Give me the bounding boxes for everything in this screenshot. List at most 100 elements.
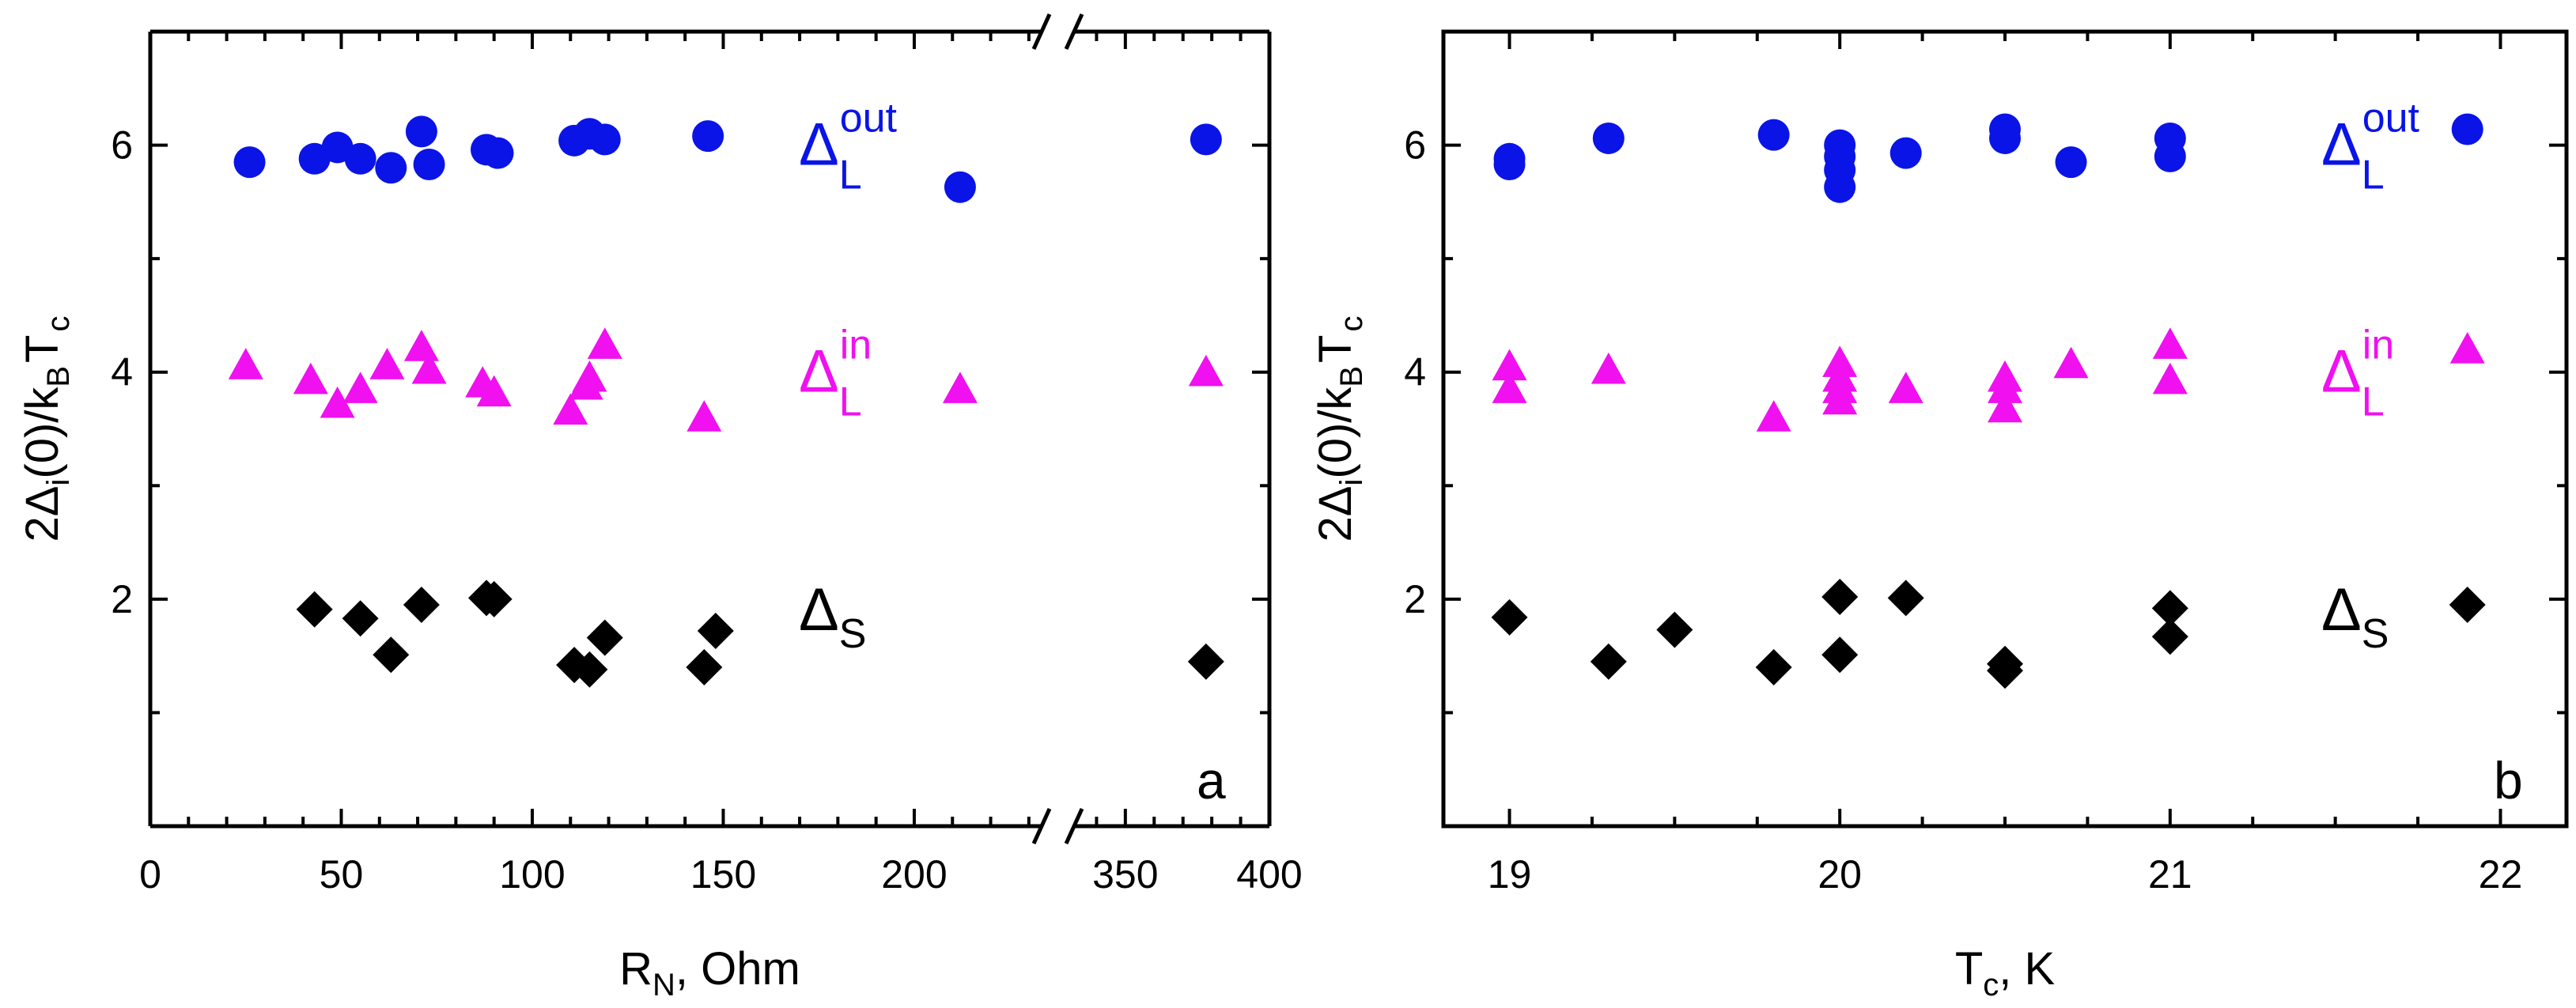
y-label-sub: i [41,479,76,486]
data-point-diamond [342,600,379,637]
data-point-triangle [1492,349,1527,381]
data-point-triangle [942,372,978,403]
data-point-circle [1889,137,1922,169]
legend-sub: L [2362,379,2385,425]
x-tick-label: 19 [1488,852,1532,897]
y-label-sub: B [41,366,76,387]
y-label-sub: B [1334,366,1369,387]
data-point-circle [1493,148,1526,180]
panel-label-b: b [2494,751,2523,810]
data-point-circle [2451,113,2483,145]
panel-a: 0 50 100 150 200 350 400 2 4 6 2Δi(0)/kBTc RN, Ohm Δ… [17,13,1303,1002]
data-point-diamond [2449,587,2486,624]
x-label-rest: , K [1999,943,2055,995]
y-label-part: (0)/k [1310,387,1361,479]
data-point-triangle [587,327,622,359]
axis-break-mark [1031,13,1052,51]
data-point-diamond [1821,578,1859,615]
y-label-part: T [1310,334,1361,362]
x-label-main: T [1955,943,1983,995]
data-point-diamond [1755,649,1792,685]
x-label-sub: N [653,968,675,1002]
data-point-circle [1824,171,1856,203]
data-point-triangle [2152,362,2188,395]
x-tick-label: 200 [881,852,947,897]
legend-delta: Δ [2321,576,2362,644]
axis-break-mark [1064,807,1084,845]
data-point-diamond [475,580,513,617]
data-point-diamond [697,613,734,650]
data-point-triangle [228,348,263,379]
data-point-circle [1757,119,1790,151]
y-label-sub: i [1334,479,1369,486]
legend-sup: out [2362,96,2420,142]
data-point-triangle [572,360,607,392]
axis-break-mark [1031,807,1052,845]
legend-sub: L [2362,153,2385,198]
data-point-diamond [1987,652,2023,689]
y-tick-label: 2 [1404,577,1426,621]
data-point-circle [233,146,266,179]
data-point-circle [344,142,376,175]
legend-sub: S [839,611,867,657]
data-point-diamond [403,587,440,624]
legend-sub: L [839,379,862,425]
y-tick-label: 4 [111,350,133,395]
x-axis-label: RN, Ohm [619,943,800,1002]
data-point-triangle [1988,372,2022,403]
legend-sup: in [840,323,872,368]
data-point-diamond [2151,618,2188,655]
data-point-triangle [553,393,588,425]
x-tick-label: 21 [2148,852,2192,897]
data-point-diamond [1887,580,1924,617]
data-point-triangle [2152,327,2188,359]
data-point-triangle [1492,372,1527,403]
x-tick-label: 0 [139,852,161,897]
legend-label: ΔS [2321,576,2389,657]
data-point-triangle [2449,332,2485,364]
data-point-triangle [342,372,378,403]
data-point-circle [405,115,437,148]
y-axis-label: 2Δi(0)/kBTc [1310,315,1369,542]
legend-delta: Δ [799,111,839,179]
legend-label: ΔLin [799,323,872,425]
data-point-triangle [1756,400,1791,432]
data-point-circle [2055,146,2087,179]
data-point-circle [1190,123,1222,156]
y-label-part: (0)/k [17,387,68,479]
data-point-circle [1989,122,2021,154]
legend-sup: in [2362,323,2394,368]
data-point-circle [944,171,976,203]
data-point-circle [413,148,445,180]
legend-delta: Δ [2321,111,2362,179]
data-point-diamond [1590,643,1627,680]
data-point-diamond [373,636,410,674]
legend-delta: Δ [799,576,839,644]
y-tick-label: 6 [111,123,133,168]
y-label-sub: c [41,315,76,331]
data-point-circle [588,123,621,156]
data-point-triangle [476,375,512,407]
data-point-diamond [1491,598,1528,636]
axis-break-mark [1064,13,1084,51]
y-label-part: 2Δ [17,486,68,542]
legend-sup: out [840,96,898,142]
legend-label: ΔLin [2321,323,2394,425]
data-point-triangle [369,348,405,379]
x-tick-label: 400 [1236,852,1302,897]
data-point-triangle [1822,383,1858,415]
legend-label: ΔLout [2321,96,2420,198]
panel-label-a: a [1197,751,1226,810]
data-point-triangle [2053,346,2089,379]
x-label-sub: c [1983,968,1999,1002]
data-point-triangle [687,400,722,432]
data-point-diamond [1187,643,1224,680]
x-tick-label: 100 [499,852,565,897]
y-label-part: T [17,334,68,362]
x-tick-label: 50 [320,852,364,897]
x-label-rest: , Ohm [675,943,800,995]
legend-label: ΔLout [799,96,898,198]
legend-label: ΔS [799,576,866,657]
data-point-diamond [2151,590,2188,627]
